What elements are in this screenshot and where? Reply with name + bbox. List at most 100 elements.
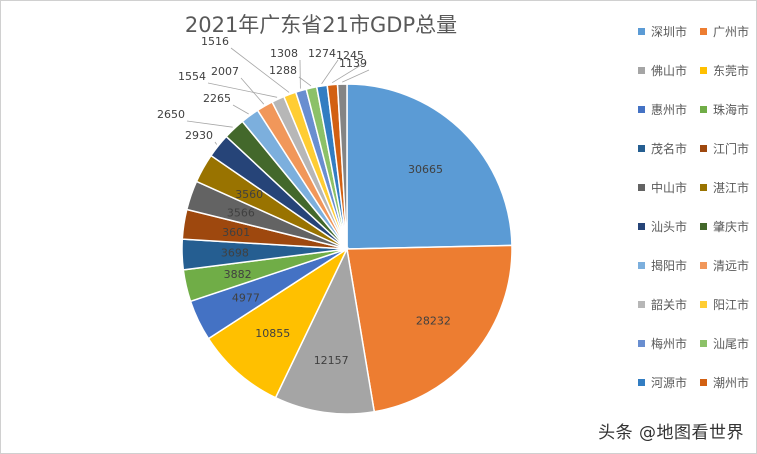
legend-label: 阳江市 xyxy=(713,298,750,312)
pie-slice-2 xyxy=(346,244,513,413)
leader-line-13 xyxy=(232,104,249,115)
legend-label: 梅州市 xyxy=(651,337,688,351)
data-label-20: 1245 xyxy=(336,49,364,62)
legend-item-3: 佛山市 xyxy=(638,62,687,79)
pie-slice-3 xyxy=(274,246,376,415)
legend-label: 清远市 xyxy=(713,259,750,273)
data-label-1: 30665 xyxy=(408,163,443,176)
legend-label: 深圳市 xyxy=(651,25,688,39)
data-label-5: 4977 xyxy=(232,292,260,305)
data-label-13: 2265 xyxy=(203,92,231,105)
legend-item-2: 广州市 xyxy=(700,23,749,40)
data-label-6: 3882 xyxy=(224,268,252,281)
legend-item-8: 江门市 xyxy=(700,140,749,157)
legend-swatch xyxy=(638,28,645,35)
data-label-9: 3566 xyxy=(227,206,255,219)
legend-item-17: 梅州市 xyxy=(638,335,687,352)
pie-slice-21 xyxy=(336,83,348,250)
leader-line-18 xyxy=(298,76,312,87)
legend-label: 东莞市 xyxy=(713,64,750,78)
pie-slice-1 xyxy=(346,83,513,250)
legend-item-1: 深圳市 xyxy=(638,23,687,40)
data-label-2: 28232 xyxy=(416,315,451,328)
legend-swatch xyxy=(700,28,707,35)
legend-swatch xyxy=(638,67,645,74)
data-label-3: 12157 xyxy=(314,354,349,367)
leader-line-15 xyxy=(207,82,278,98)
data-label-21: 1139 xyxy=(339,57,367,70)
data-label-10: 3560 xyxy=(235,188,263,201)
legend-swatch xyxy=(638,145,645,152)
data-label-15: 1554 xyxy=(178,70,206,83)
leader-line-11 xyxy=(214,141,218,145)
data-label-4: 10855 xyxy=(255,327,290,340)
data-label-14: 2007 xyxy=(211,65,239,78)
legend-swatch xyxy=(638,379,645,386)
legend-swatch xyxy=(638,223,645,230)
legend-item-19: 河源市 xyxy=(638,374,687,391)
data-label-11: 2930 xyxy=(185,129,213,142)
legend-item-14: 清远市 xyxy=(700,257,749,274)
legend-item-13: 揭阳市 xyxy=(638,257,687,274)
legend-label: 江门市 xyxy=(713,142,750,156)
chart-title: 2021年广东省21市GDP总量 xyxy=(184,13,458,37)
legend-swatch xyxy=(700,340,707,347)
legend-label: 揭阳市 xyxy=(651,259,688,273)
pie-slice-4 xyxy=(207,246,349,399)
legend-item-15: 韶关市 xyxy=(638,296,687,313)
legend-item-10: 湛江市 xyxy=(700,179,749,196)
legend-swatch xyxy=(638,301,645,308)
leader-line-16 xyxy=(230,47,290,93)
legend-swatch xyxy=(700,223,707,230)
watermark: 头条 @地图看世界 xyxy=(598,423,744,443)
pie-chart: 30665 28232 12157 10855 4977 3882 3698 3601 3566… xyxy=(157,35,513,415)
legend-label: 佛山市 xyxy=(651,64,688,78)
legend-item-11: 汕头市 xyxy=(638,218,687,235)
legend-item-5: 惠州市 xyxy=(638,101,687,118)
legend-item-4: 东莞市 xyxy=(700,62,749,79)
legend-swatch xyxy=(700,67,707,74)
leader-line-14 xyxy=(240,77,265,105)
legend-item-18: 汕尾市 xyxy=(700,335,749,352)
legend-swatch xyxy=(700,184,707,191)
legend-swatch xyxy=(700,379,707,386)
legend-swatch xyxy=(638,340,645,347)
legend-label: 湛江市 xyxy=(713,181,750,195)
legend-label: 潮州市 xyxy=(713,376,750,390)
leader-line-20 xyxy=(331,61,367,84)
legend-label: 肇庆市 xyxy=(713,220,750,234)
legend-swatch xyxy=(700,301,707,308)
legend-label: 汕头市 xyxy=(651,220,688,234)
legend-label: 汕尾市 xyxy=(713,337,750,351)
data-label-18: 1288 xyxy=(269,64,297,77)
data-label-7: 3698 xyxy=(221,247,249,260)
legend-label: 惠州市 xyxy=(651,103,688,117)
legend-label: 茂名市 xyxy=(651,142,688,156)
data-label-17: 1308 xyxy=(270,47,298,60)
legend-item-20: 潮州市 xyxy=(700,374,749,391)
legend-label: 河源市 xyxy=(651,376,688,390)
leader-line-19 xyxy=(321,59,339,85)
leader-line-12 xyxy=(186,120,233,128)
legend-label: 广州市 xyxy=(713,25,750,39)
legend-swatch xyxy=(700,145,707,152)
legend-label: 韶关市 xyxy=(651,298,688,312)
data-label-19: 1274 xyxy=(308,47,336,60)
legend-label: 珠海市 xyxy=(713,103,750,117)
legend-swatch xyxy=(638,262,645,269)
legend-swatch xyxy=(638,106,645,113)
legend-item-6: 珠海市 xyxy=(700,101,749,118)
leader-line-21 xyxy=(342,69,370,83)
legend-item-7: 茂名市 xyxy=(638,140,687,157)
data-label-16: 1516 xyxy=(201,35,229,48)
legend-item-12: 肇庆市 xyxy=(700,218,749,235)
legend-label: 中山市 xyxy=(651,181,688,195)
data-label-12: 2650 xyxy=(157,108,185,121)
data-label-8: 3601 xyxy=(222,226,250,239)
legend-swatch xyxy=(638,184,645,191)
legend-swatch xyxy=(700,262,707,269)
legend-item-9: 中山市 xyxy=(638,179,687,196)
legend-swatch xyxy=(700,106,707,113)
legend-item-16: 阳江市 xyxy=(700,296,749,313)
